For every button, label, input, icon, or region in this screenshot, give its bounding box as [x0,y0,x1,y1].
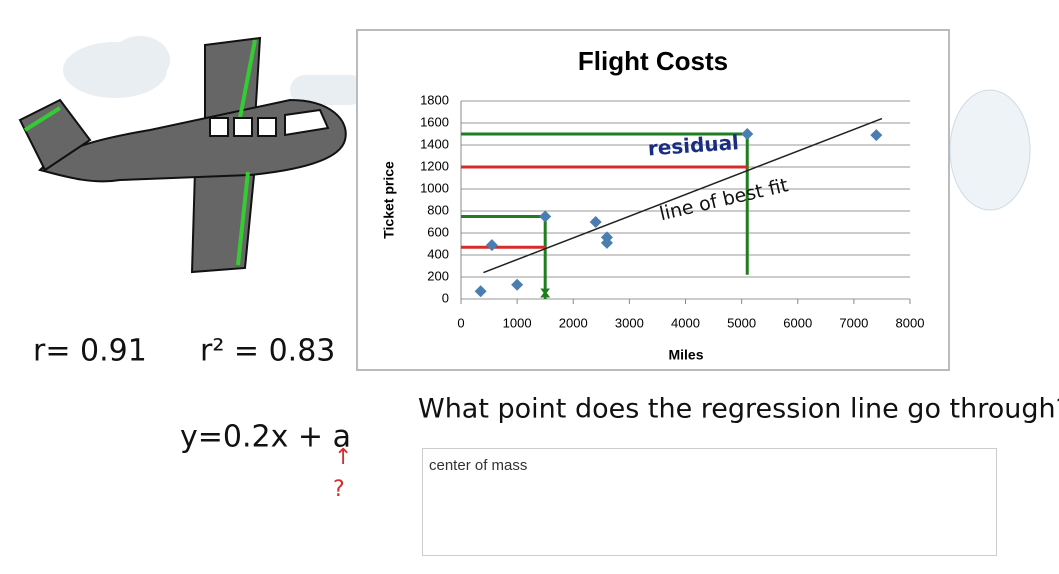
annotation: x [540,283,551,302]
point [741,128,754,140]
y-tick-label: 1600 [420,114,449,129]
note: ↑ [334,445,352,470]
y-tick-label: 1800 [420,92,449,107]
y-tick-label: 600 [427,224,449,239]
note: r= 0.91 [33,334,147,369]
x-tick-label: 5000 [727,315,756,330]
y-tick-label: 1400 [420,136,449,151]
point [600,236,613,249]
y-tick-label: 800 [427,202,449,217]
note: r² = 0.83 [200,334,335,369]
note: ? [333,477,345,502]
x-tick-label: 1000 [503,315,532,330]
point [539,210,552,223]
x-axis-label: Miles [668,347,703,363]
y-tick-label: 200 [427,268,449,283]
x-tick-label: 6000 [783,315,812,330]
y-tick-label: 1000 [420,180,449,195]
chart-title: Flight Costs [578,46,728,76]
point [589,216,602,228]
y-tick-label: 1200 [420,158,449,173]
x-tick-label: 8000 [896,315,925,330]
answer-box[interactable]: center of mass [422,448,997,556]
x-tick-label: 2000 [559,315,588,330]
y-tick-label: 400 [427,246,449,261]
x-tick-label: 7000 [839,315,868,330]
point [474,285,487,298]
point [511,278,524,291]
point [485,239,498,252]
x-tick-label: 0 [457,315,464,330]
plot: 0 200 400 600 800 1000 1200 1400 1600 1800 0 1000 20… [420,92,924,330]
trend-line [483,117,883,274]
chart-panel [356,29,950,371]
x-tick-label: 3000 [615,315,644,330]
y-axis-label: Ticket price [381,161,397,239]
point [870,129,883,142]
y-tick-label: 0 [442,290,449,305]
airplane [18,36,347,274]
question: What point does the regression line go t… [418,394,1059,425]
note: y=0.2x + a [180,420,351,455]
x-tick-label: 4000 [671,315,700,330]
clouds [63,36,1031,211]
